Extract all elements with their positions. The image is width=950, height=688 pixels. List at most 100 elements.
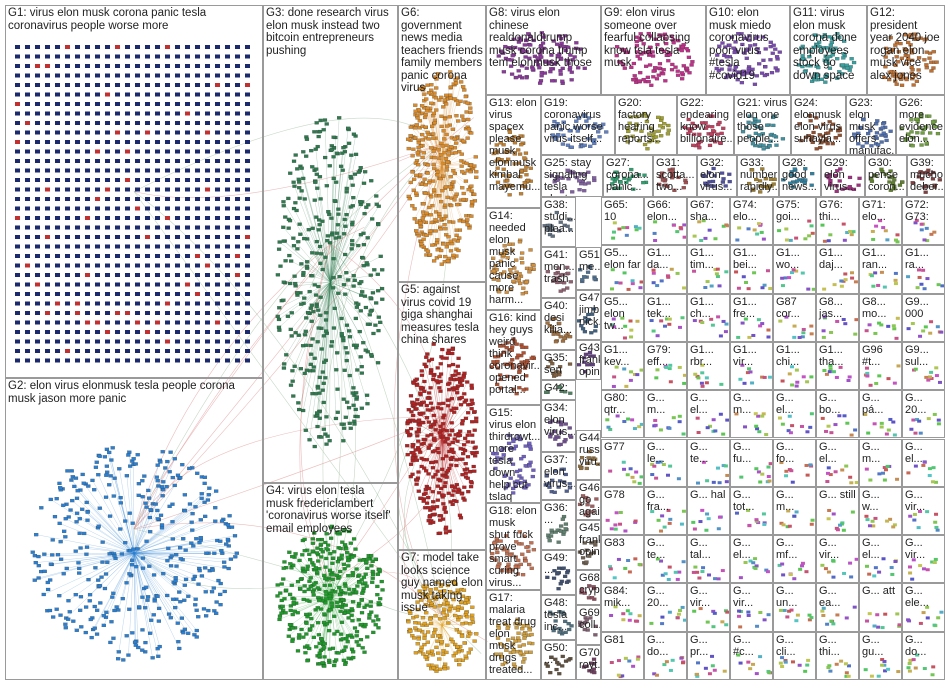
node — [85, 244, 90, 249]
edge — [306, 238, 331, 283]
node — [135, 339, 140, 344]
node — [105, 263, 110, 268]
node — [225, 537, 231, 542]
node — [75, 301, 80, 306]
node — [15, 187, 20, 192]
node — [170, 502, 175, 506]
edge — [106, 449, 135, 554]
node — [25, 187, 30, 192]
node — [25, 168, 30, 173]
edge — [133, 552, 176, 578]
node — [75, 358, 80, 363]
node — [194, 608, 199, 612]
node — [195, 140, 200, 144]
node — [165, 178, 170, 182]
node — [96, 578, 101, 582]
node — [115, 64, 120, 68]
node — [125, 349, 130, 353]
node — [65, 358, 70, 363]
node — [45, 197, 50, 201]
node — [205, 330, 210, 334]
node — [245, 140, 250, 144]
node — [119, 552, 125, 556]
node — [145, 54, 150, 59]
node — [66, 599, 71, 603]
node — [103, 572, 109, 576]
node — [165, 311, 170, 315]
edge — [51, 552, 135, 565]
node — [215, 263, 220, 268]
node — [205, 178, 210, 182]
node — [35, 64, 40, 68]
node — [175, 168, 180, 173]
node — [205, 168, 210, 173]
node — [25, 73, 30, 78]
node — [185, 83, 190, 87]
node — [125, 282, 130, 287]
node — [165, 159, 170, 163]
node — [225, 292, 230, 296]
node — [15, 45, 20, 49]
node — [55, 320, 60, 325]
node — [35, 320, 40, 325]
node — [165, 349, 170, 353]
node — [175, 621, 180, 625]
node — [55, 102, 60, 106]
node — [15, 140, 20, 144]
node — [55, 254, 60, 258]
node — [245, 206, 250, 211]
node — [145, 244, 150, 249]
node — [125, 330, 130, 334]
node — [215, 64, 220, 68]
node — [175, 339, 180, 344]
node — [105, 73, 110, 78]
node — [125, 292, 130, 296]
node — [140, 648, 145, 652]
node — [75, 111, 80, 116]
node — [196, 582, 201, 586]
node — [125, 168, 130, 173]
node — [65, 282, 70, 287]
node — [245, 187, 250, 192]
node — [155, 479, 160, 483]
node — [35, 235, 40, 239]
node — [95, 130, 100, 135]
node — [55, 178, 60, 182]
node — [195, 225, 200, 230]
node — [155, 358, 160, 363]
edge — [88, 552, 135, 580]
node — [15, 64, 20, 68]
node — [15, 73, 20, 78]
node — [35, 121, 40, 125]
node — [155, 206, 160, 211]
node — [105, 45, 110, 49]
node — [72, 484, 77, 489]
node — [135, 453, 140, 457]
node — [235, 54, 240, 59]
node — [55, 349, 60, 353]
node — [95, 282, 100, 287]
node — [125, 235, 130, 239]
node — [245, 320, 250, 325]
node — [55, 216, 60, 220]
node — [104, 447, 110, 451]
edge — [120, 502, 135, 554]
node — [155, 45, 160, 49]
node — [185, 149, 190, 154]
node — [221, 560, 227, 564]
node — [140, 566, 146, 570]
edge — [133, 243, 331, 530]
node — [215, 45, 220, 49]
node — [104, 464, 110, 468]
node — [42, 552, 47, 556]
node — [185, 330, 190, 334]
node — [205, 263, 210, 268]
node — [65, 273, 70, 277]
node — [245, 282, 250, 287]
node — [195, 254, 200, 258]
node — [175, 235, 180, 239]
node — [110, 446, 115, 450]
node — [215, 320, 220, 325]
edge — [86, 502, 135, 554]
node — [135, 197, 140, 201]
